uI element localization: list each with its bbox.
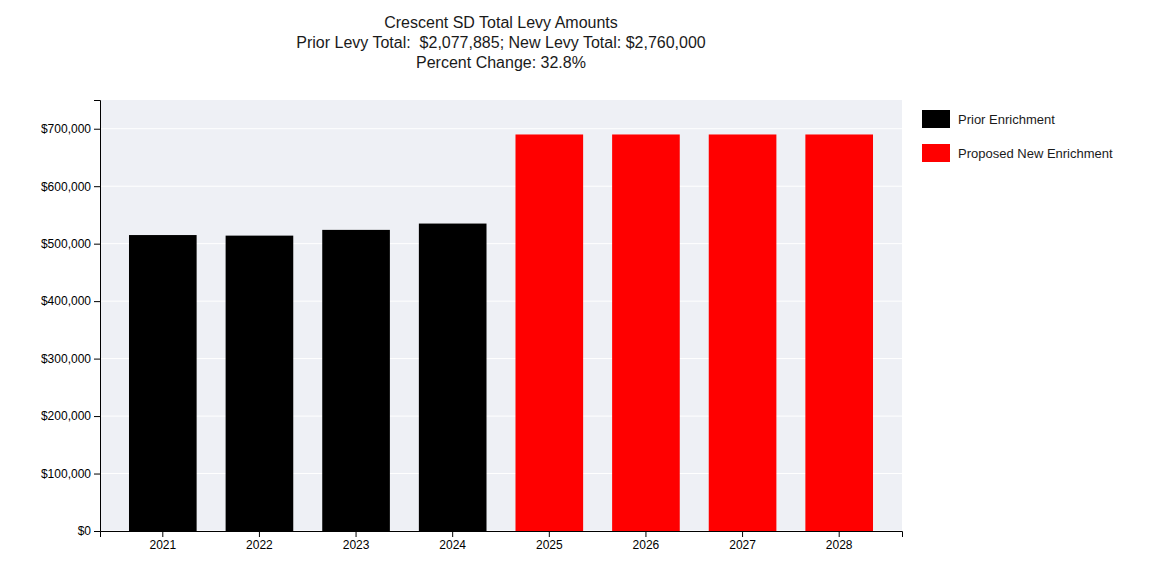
tick-mark [549, 531, 550, 537]
tick: $0 [78, 524, 100, 538]
tick-label: 2022 [246, 538, 273, 552]
chart: $0 $100,000 $200,000 $300,000 $400,000 $500,0… [0, 0, 1152, 576]
grid-line [100, 416, 902, 417]
tick-mark [839, 531, 840, 537]
tick-label: $300,000 [41, 352, 91, 366]
tick-label: 2023 [343, 538, 370, 552]
tick-mark [94, 301, 100, 302]
tick-mark [452, 531, 453, 537]
bar [226, 236, 294, 531]
bar-series [129, 224, 487, 531]
tick: 2026 [633, 531, 660, 552]
tick: 2021 [149, 531, 176, 552]
bar [322, 230, 390, 531]
grid-line [100, 128, 902, 129]
legend-swatch [922, 110, 950, 128]
grid-line [100, 358, 902, 359]
tick: $300,000 [41, 352, 100, 366]
tick: $200,000 [41, 409, 100, 423]
tick-label: $100,000 [41, 467, 91, 481]
tick: 2027 [729, 531, 756, 552]
legend: Prior Enrichment Proposed New Enrichment [922, 110, 1113, 162]
tick-mark [94, 474, 100, 475]
tick-mark [94, 531, 100, 532]
title-line: Prior Levy Total: $2,077,885; New Levy T… [296, 34, 706, 51]
tick-label: 2024 [439, 538, 466, 552]
axis-line [94, 101, 101, 532]
tick-label: $400,000 [41, 294, 91, 308]
tick: 2023 [343, 531, 370, 552]
tick-label: 2021 [149, 538, 176, 552]
bar-series [515, 134, 873, 531]
y-axis: $0 $100,000 $200,000 $300,000 $400,000 $500,0… [41, 101, 101, 539]
title-line: Percent Change: 32.8% [416, 54, 586, 71]
tick-mark [259, 531, 260, 537]
tick-label: 2026 [633, 538, 660, 552]
tick: 2024 [439, 531, 466, 552]
legend-item: Prior Enrichment [922, 110, 1055, 128]
legend-swatch [922, 144, 950, 162]
bars [129, 134, 873, 531]
bar [805, 134, 873, 531]
grid-line [100, 473, 902, 474]
tick: $500,000 [41, 237, 100, 251]
tick: $100,000 [41, 467, 100, 481]
tick-mark [742, 531, 743, 537]
grid-line [100, 301, 902, 302]
tick: $400,000 [41, 294, 100, 308]
bar [709, 134, 777, 531]
tick-mark [94, 244, 100, 245]
bar [612, 134, 680, 531]
tick-label: $600,000 [41, 180, 91, 194]
plot-background [100, 100, 902, 531]
tick-mark [162, 531, 163, 537]
tick-label: 2027 [729, 538, 756, 552]
tick-mark [645, 531, 646, 537]
legend-item: Proposed New Enrichment [922, 144, 1113, 162]
tick: 2025 [536, 531, 563, 552]
axis-line [101, 532, 903, 538]
grid-line [100, 186, 902, 187]
tick: $700,000 [41, 122, 100, 136]
tick-mark [94, 359, 100, 360]
tick-label: 2025 [536, 538, 563, 552]
x-axis: 2021 2022 2023 2024 2025 2026 2027 2028 [101, 531, 903, 552]
tick: 2022 [246, 531, 273, 552]
tick-label: $500,000 [41, 237, 91, 251]
tick: $600,000 [41, 180, 100, 194]
bar [515, 134, 583, 531]
tick-label: $700,000 [41, 122, 91, 136]
legend-label: Prior Enrichment [958, 112, 1055, 127]
tick-label: $200,000 [41, 409, 91, 423]
tick-mark [94, 186, 100, 187]
tick-mark [94, 129, 100, 130]
title: Crescent SD Total Levy Amounts Prior Levy… [296, 14, 706, 71]
tick-mark [356, 531, 357, 537]
title-line: Crescent SD Total Levy Amounts [384, 14, 618, 31]
tick-mark [94, 416, 100, 417]
grid-line [100, 243, 902, 244]
grid [100, 129, 902, 531]
tick-label: 2028 [826, 538, 853, 552]
tick-label: $0 [78, 524, 92, 538]
bar [129, 235, 197, 531]
plot: $0 $100,000 $200,000 $300,000 $400,000 $500,0… [41, 100, 903, 552]
tick: 2028 [826, 531, 853, 552]
legend-label: Proposed New Enrichment [958, 146, 1113, 161]
bar [419, 224, 487, 531]
